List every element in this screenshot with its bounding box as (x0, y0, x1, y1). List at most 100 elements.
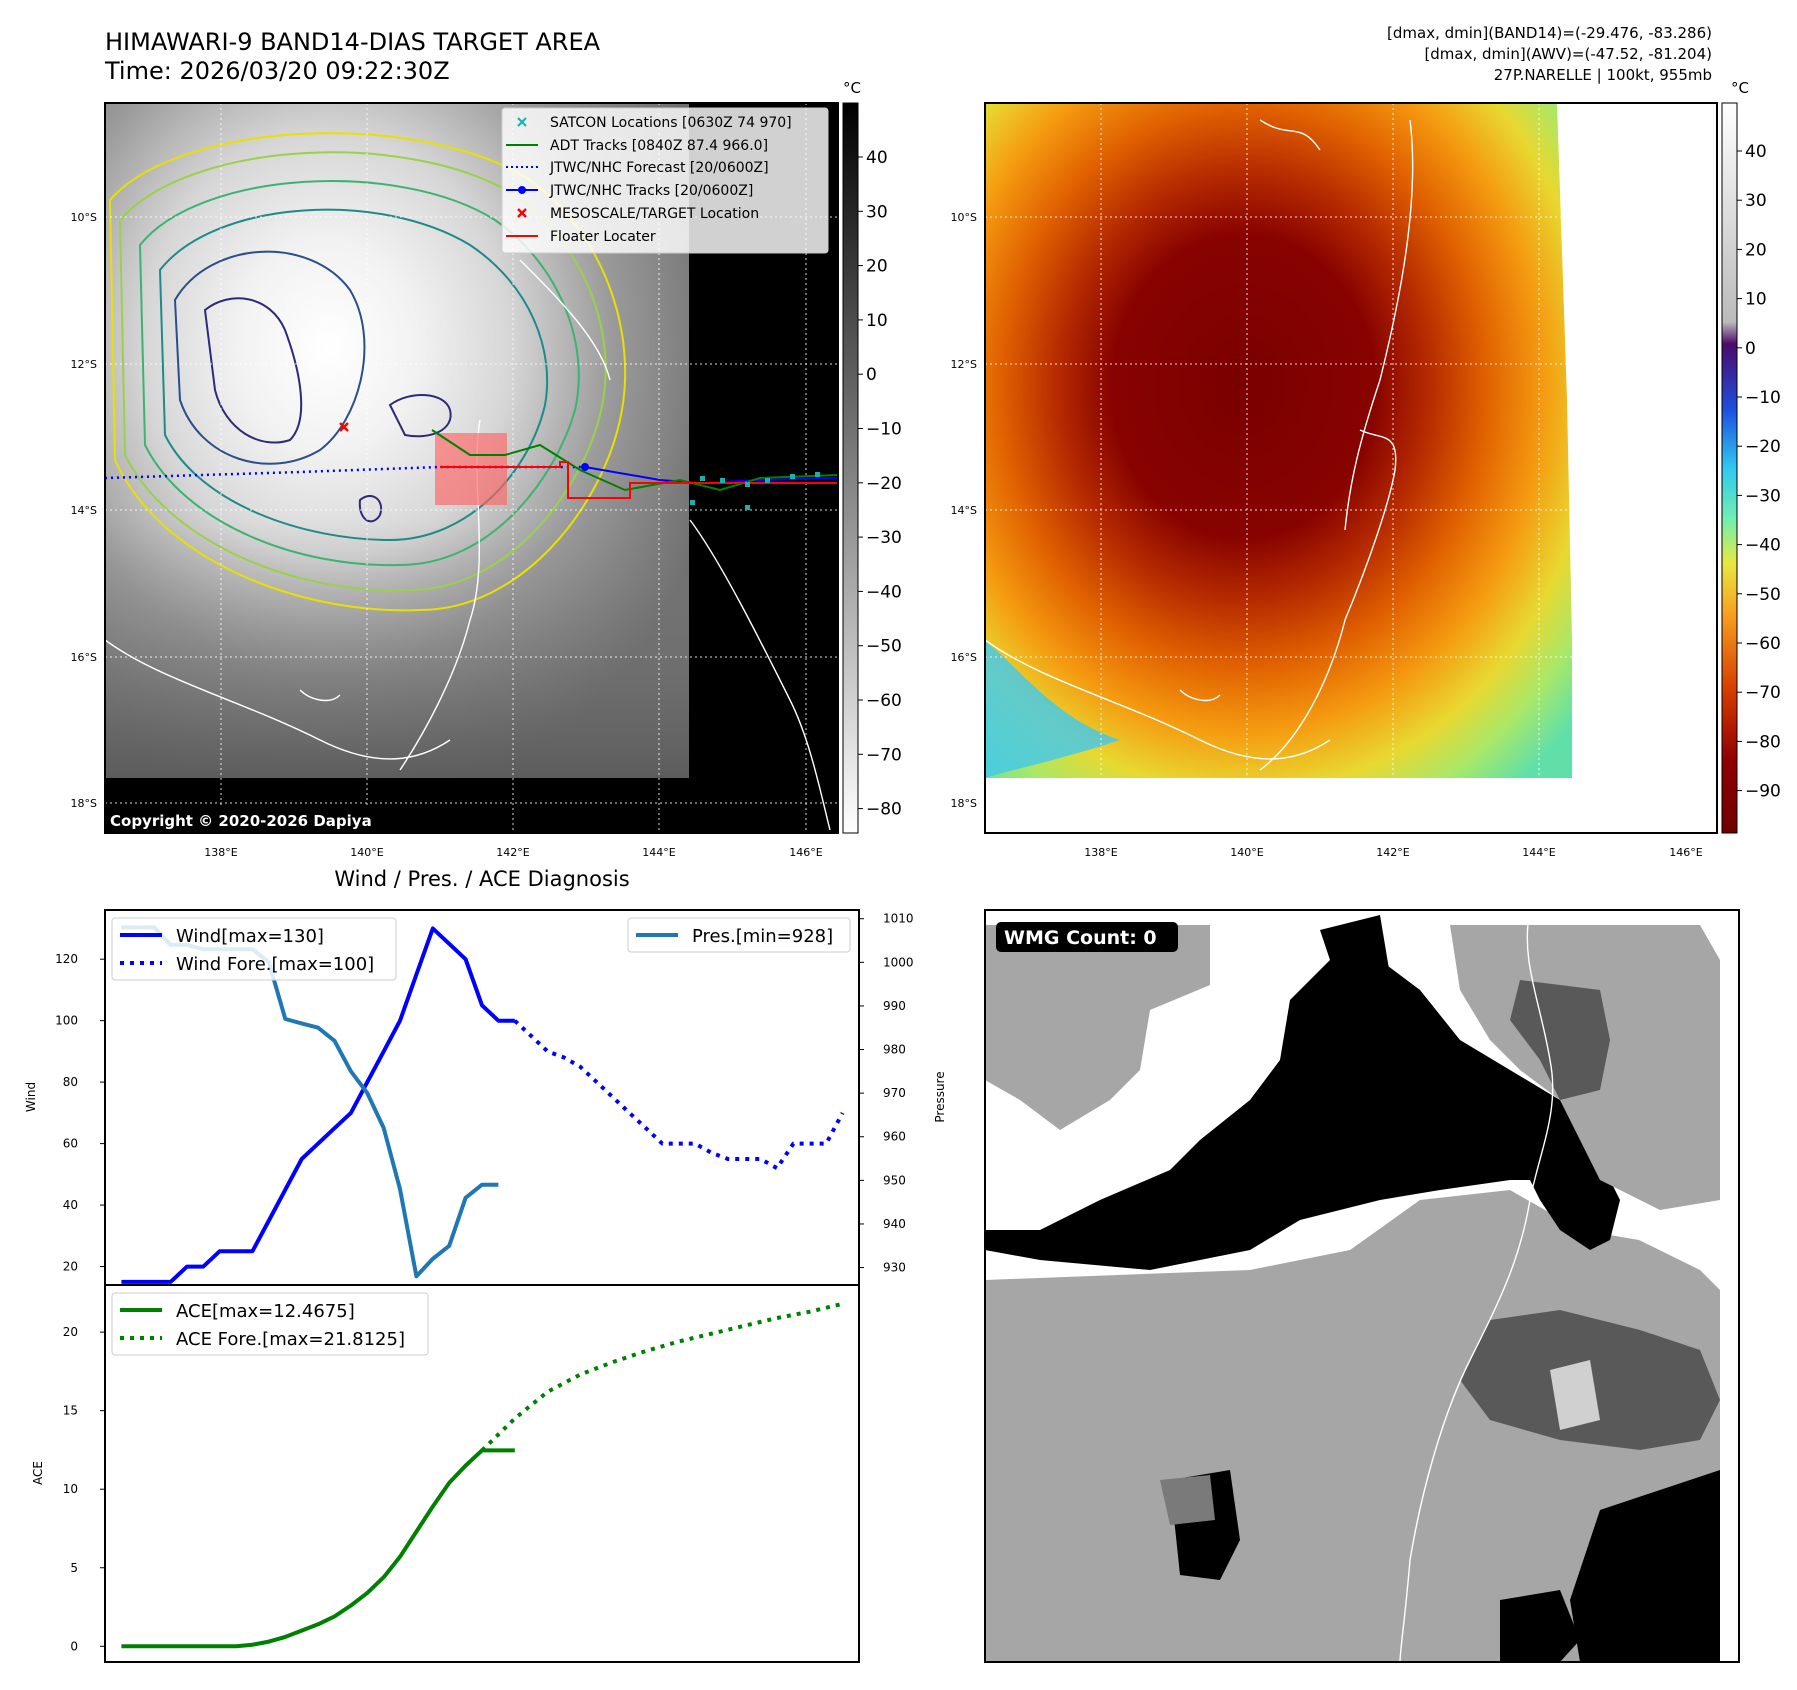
ace-legend-box (111, 1292, 429, 1356)
lat-tick-label: 10°S (71, 211, 97, 224)
awv-colorbar-tick-label: 10 (1745, 290, 1767, 310)
ace-plot (121, 1301, 844, 1649)
jtwc-forecast-track (105, 465, 585, 480)
ir-colorbar-ticks: 40 30 20 10 0 −10 −20 −30 −40 −50 −60 −70 −80 (858, 148, 902, 820)
awv-colorbar: °C 40 30 20 10 0 −10 −20 −30 −40 −50 −60 −70 −80 −90 (1721, 79, 1781, 834)
floater-locater-line (440, 461, 838, 499)
y2-axis-tick-label: 950 (883, 1173, 906, 1187)
legend-forecast-label: JTWC/NHC Forecast [20/0600Z] (549, 160, 769, 176)
awv-colorbar-scale (1721, 102, 1738, 834)
pressure-axis-label: Pressure (933, 1071, 947, 1122)
lon-tick-label: 144°E (642, 846, 675, 859)
wmg-coastline (1399, 909, 1554, 1663)
ir-colorbar-tick-label: 40 (866, 148, 888, 168)
legend-floater-label: Floater Locater (550, 229, 656, 245)
y2-axis-tick-label: 940 (883, 1217, 906, 1231)
wmg-count-text: WMG Count: 0 (1004, 927, 1157, 949)
ir-coastline (105, 259, 831, 831)
lon-tick-label: 142°E (1376, 846, 1409, 859)
awv-coastline (985, 119, 1414, 771)
y2-axis-tick-label: 1010 (883, 912, 914, 926)
map-legend: SATCON Locations [0630Z 74 970] ADT Trac… (501, 107, 829, 254)
legend-ace-label: ACE[max=12.4675] (176, 1301, 355, 1322)
lon-tick-label: 144°E (1522, 846, 1555, 859)
ir-colorbar-scale (842, 102, 859, 834)
awv-colorbar-tick-label: 40 (1745, 142, 1767, 162)
ir-colorbar-tick-label: −80 (866, 800, 902, 820)
awv-colorbar-tick-label: −60 (1745, 634, 1781, 654)
ir-colorbar-tick-label: −30 (866, 528, 902, 548)
lon-tick-label: 140°E (350, 846, 383, 859)
ir-contours (108, 132, 627, 612)
legend-ace-fore-label: ACE Fore.[max=21.8125] (176, 1329, 405, 1350)
y-axis-tick-label: 20 (63, 1325, 78, 1339)
legend-satcon-label: SATCON Locations [0630Z 74 970] (550, 115, 792, 131)
wmg-panel: WMG Count: 0 (984, 909, 1740, 1663)
awv-colorbar-unit: °C (1731, 79, 1749, 97)
awv-map-panel (984, 102, 1718, 834)
legend-tracks-dot (518, 186, 526, 194)
ir-colorbar-tick-label: −60 (866, 691, 902, 711)
ace-legend: ACE[max=12.4675] ACE Fore.[max=21.8125] (111, 1292, 429, 1356)
y-axis-tick-label: 5 (70, 1561, 78, 1575)
lat-tick-label: 10°S (951, 211, 977, 224)
jtwc-track-point (581, 463, 589, 471)
lon-tick-label: 140°E (1230, 846, 1263, 859)
info-storm: 27P.NARELLE | 100kt, 955mb (1494, 66, 1712, 84)
ir-colorbar-tick-label: −40 (866, 582, 902, 602)
y-axis-tick-label: 15 (63, 1404, 78, 1418)
awv-dry-region (985, 640, 1120, 778)
pressure-legend: Pres.[min=928] (627, 917, 851, 953)
lon-tick-label: 138°E (1084, 846, 1117, 859)
y-axis-tick-label: 120 (55, 952, 78, 966)
y-axis-tick-label: 0 (70, 1639, 78, 1653)
ace-axis-ticks: 0 5 10 15 20 (63, 1325, 105, 1653)
ir-lower-field (105, 520, 689, 778)
diagnosis-title: Wind / Pres. / ACE Diagnosis (334, 867, 629, 891)
legend-target-label: MESOSCALE/TARGET Location (550, 206, 759, 222)
legend-target-icon (517, 208, 527, 218)
ir-colorbar-tick-label: 30 (866, 202, 888, 222)
y2-axis-tick-label: 970 (883, 1086, 906, 1100)
wmg-frame (984, 909, 1740, 1663)
legend-wind-fore-label: Wind Fore.[max=100] (176, 954, 374, 975)
map-legend-box (501, 107, 829, 254)
awv-colorbar-tick-label: 20 (1745, 240, 1767, 260)
awv-colorbar-tick-label: 30 (1745, 191, 1767, 211)
wind-axis-label: Wind (24, 1082, 38, 1112)
ir-colorbar-unit: °C (843, 79, 861, 97)
lat-tick-label: 16°S (951, 651, 977, 664)
y2-axis-tick-label: 960 (883, 1130, 906, 1144)
awv-colorbar-tick-label: −30 (1745, 486, 1781, 506)
y2-axis-tick-label: 990 (883, 999, 906, 1013)
legend-satcon-icon (517, 117, 527, 127)
wmg-count-badge (996, 922, 1178, 952)
ir-colorbar-tick-label: −10 (866, 420, 902, 440)
y2-axis-tick-label: 980 (883, 1043, 906, 1057)
awv-colorbar-tick-label: −50 (1745, 585, 1781, 605)
ace-axis-label: ACE (31, 1461, 45, 1485)
legend-adt-label: ADT Tracks [0840Z 87.4 966.0] (550, 138, 768, 154)
copyright-box (105, 808, 423, 832)
lat-tick-label: 14°S (951, 504, 977, 517)
lon-tick-label: 138°E (204, 846, 237, 859)
lon-tick-label: 146°E (789, 846, 822, 859)
lat-tick-label: 12°S (71, 358, 97, 371)
y2-axis-tick-label: 930 (883, 1261, 906, 1275)
wind-axis-ticks: 20 40 60 80 100 120 (55, 952, 105, 1274)
awv-colorbar-tick-label: −20 (1745, 437, 1781, 457)
info-band14: [dmax, dmin](BAND14)=(-29.476, -83.286) (1387, 24, 1712, 42)
wmg-pixel-grid (985, 915, 1720, 1662)
y-axis-tick-label: 40 (63, 1198, 78, 1212)
lat-tick-label: 18°S (71, 797, 97, 810)
lat-tick-label: 18°S (951, 797, 977, 810)
series-line-1 (513, 1019, 845, 1171)
legend-wind-label: Wind[max=130] (176, 926, 324, 947)
wind-legend-box (111, 917, 397, 981)
lat-tick-label: 12°S (951, 358, 977, 371)
y-axis-tick-label: 80 (63, 1075, 78, 1089)
lon-tick-label: 146°E (1669, 846, 1702, 859)
awv-colorbar-tick-label: −10 (1745, 388, 1781, 408)
legend-tracks-label: JTWC/NHC Tracks [20/0600Z] (549, 183, 753, 199)
